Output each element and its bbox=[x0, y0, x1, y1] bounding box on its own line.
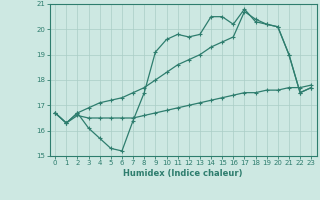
X-axis label: Humidex (Indice chaleur): Humidex (Indice chaleur) bbox=[124, 169, 243, 178]
